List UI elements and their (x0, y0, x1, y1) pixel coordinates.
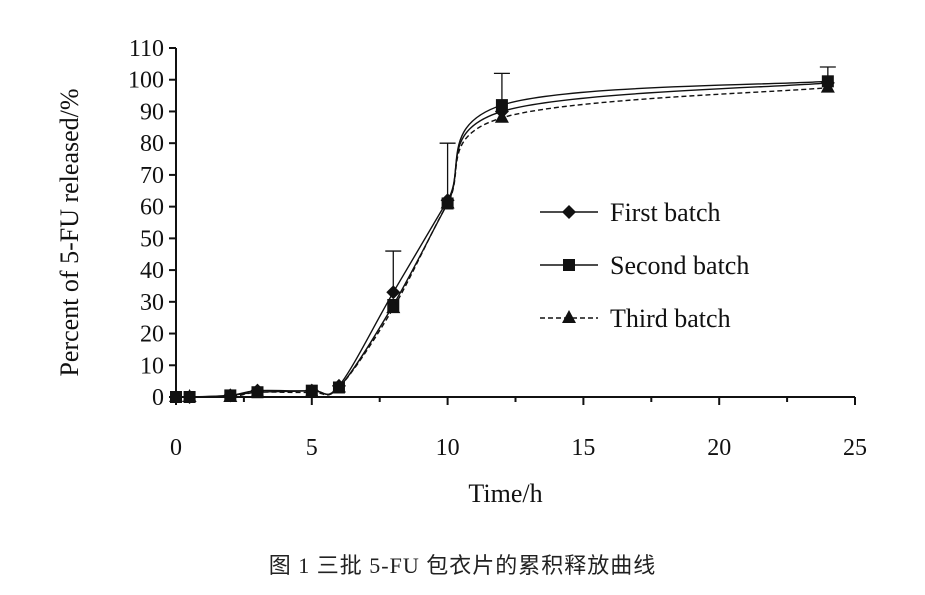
legend-label: Third batch (610, 304, 731, 333)
x-tick-label: 25 (843, 435, 867, 461)
figure-caption: 图 1 三批 5-FU 包衣片的累积释放曲线 (268, 553, 657, 578)
legend-entry-1: First batch (540, 198, 721, 227)
data-point (440, 195, 455, 209)
y-axis-label: Percent of 5-FU released/% (55, 88, 84, 376)
data-point (386, 285, 401, 300)
axes: 0 10 20 30 40 50 60 70 80 90 100 110 0 5 10 15 20 25 (128, 36, 867, 461)
x-tick-label: 15 (571, 435, 595, 461)
series-layer (169, 66, 836, 404)
data-point (304, 384, 319, 398)
series-line (175, 80, 828, 398)
series-3 (169, 79, 835, 402)
x-tick-label: 0 (170, 435, 182, 461)
data-point (223, 389, 238, 402)
data-point (495, 99, 508, 112)
legend-marker (562, 310, 576, 323)
y-tick-label: 10 (140, 353, 164, 379)
y-tick-label: 100 (128, 68, 164, 94)
y-tick-label: 80 (140, 131, 164, 157)
data-point (331, 379, 346, 393)
data-point (820, 79, 835, 93)
x-tick-label: 10 (436, 435, 460, 461)
y-tick-label: 40 (140, 258, 164, 284)
legend-entry-3: Third batch (540, 304, 731, 333)
data-point (182, 389, 197, 402)
legend: First batch Second batch Third batch (540, 198, 749, 333)
legend-marker (562, 205, 576, 219)
data-point (250, 384, 265, 398)
data-point (386, 300, 401, 314)
data-point (169, 389, 183, 402)
y-tick-label: 70 (140, 163, 164, 189)
x-tick-label: 20 (707, 435, 731, 461)
y-tick-label: 30 (140, 290, 164, 316)
release-chart: 0 10 20 30 40 50 60 70 80 90 100 110 0 5 10 15 20 25 Firs… (55, 36, 867, 508)
series-line (176, 86, 828, 399)
legend-entry-2: Second batch (540, 251, 749, 280)
legend-marker (563, 259, 575, 271)
series-2 (170, 75, 834, 403)
y-tick-label: 20 (140, 322, 164, 348)
legend-label: Second batch (610, 251, 749, 280)
y-tick-label: 0 (152, 385, 164, 411)
y-tick-label: 50 (140, 226, 164, 252)
y-tick-label: 90 (140, 99, 164, 125)
y-tick-label: 60 (140, 195, 164, 221)
legend-label: First batch (610, 198, 721, 227)
x-axis-label: Time/h (468, 479, 542, 508)
x-tick-label: 5 (306, 435, 318, 461)
data-point (494, 109, 509, 123)
y-tick-label: 110 (129, 36, 164, 62)
series-line (175, 82, 828, 398)
